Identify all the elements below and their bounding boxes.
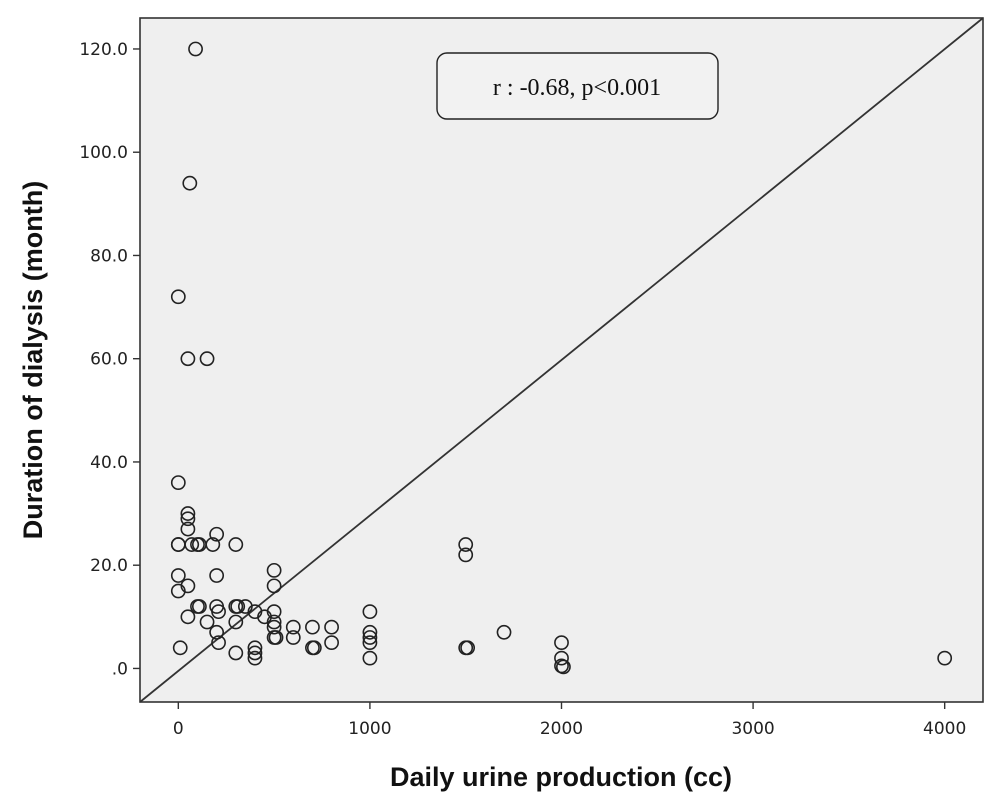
data-point bbox=[170, 583, 186, 599]
data-point bbox=[247, 650, 263, 666]
data-point bbox=[285, 630, 301, 645]
data-point bbox=[182, 175, 198, 191]
x-tick-label: 2000 bbox=[540, 719, 583, 739]
data-point bbox=[554, 650, 569, 666]
data-point bbox=[228, 645, 244, 661]
data-point bbox=[458, 537, 474, 552]
x-tick-label: 1000 bbox=[348, 719, 391, 739]
data-point bbox=[199, 614, 215, 630]
data-point bbox=[180, 521, 196, 537]
x-tick-label: 4000 bbox=[923, 719, 966, 739]
data-point bbox=[362, 624, 378, 640]
data-point bbox=[305, 619, 320, 635]
data-point bbox=[362, 650, 378, 666]
data-point bbox=[209, 568, 225, 583]
data-point bbox=[937, 650, 953, 666]
data-points bbox=[170, 41, 953, 675]
data-point bbox=[180, 506, 196, 521]
data-point bbox=[266, 604, 282, 620]
data-point bbox=[460, 640, 476, 656]
data-point bbox=[199, 351, 215, 367]
data-point bbox=[180, 511, 196, 527]
data-point bbox=[228, 614, 244, 630]
data-point bbox=[324, 635, 339, 651]
data-point bbox=[362, 635, 378, 651]
data-point bbox=[188, 41, 203, 57]
x-axis-title: Daily urine production (cc) bbox=[390, 762, 732, 792]
data-point bbox=[211, 604, 226, 620]
annotation-text: r : -0.68, p<0.001 bbox=[493, 75, 661, 101]
correlation-annotation: r : -0.68, p<0.001 bbox=[436, 52, 719, 120]
data-point bbox=[266, 619, 282, 635]
data-point bbox=[228, 537, 244, 552]
data-point bbox=[180, 609, 196, 625]
data-point bbox=[211, 635, 226, 651]
y-tick-label: 100.0 bbox=[79, 143, 128, 163]
y-tick-label: 40.0 bbox=[90, 453, 128, 473]
data-point bbox=[209, 624, 225, 640]
data-point bbox=[266, 578, 282, 594]
data-point bbox=[170, 475, 186, 491]
data-point bbox=[205, 537, 221, 552]
y-tick-label: 20.0 bbox=[90, 556, 128, 576]
x-tick-label: 0 bbox=[173, 719, 184, 739]
data-point bbox=[554, 635, 569, 651]
y-tick-label: 120.0 bbox=[79, 40, 128, 60]
y-axis: .0 20.0 40.0 60.0 80.0 100.0 120.0 bbox=[79, 40, 140, 679]
data-point bbox=[209, 526, 225, 542]
y-tick-label: 80.0 bbox=[90, 246, 128, 266]
data-point bbox=[496, 624, 512, 640]
data-point bbox=[556, 659, 571, 675]
data-point bbox=[170, 289, 186, 305]
data-point bbox=[306, 640, 322, 656]
data-point bbox=[184, 537, 200, 552]
data-point bbox=[247, 645, 263, 661]
x-tick-label: 3000 bbox=[731, 719, 774, 739]
y-tick-label: 60.0 bbox=[90, 350, 128, 370]
data-point bbox=[180, 351, 196, 367]
y-axis-title: Duration of dialysis (month) bbox=[18, 181, 48, 540]
data-point bbox=[266, 562, 282, 578]
data-point bbox=[191, 599, 207, 614]
y-tick-label: .0 bbox=[112, 659, 128, 679]
data-point bbox=[362, 604, 378, 620]
data-point bbox=[247, 640, 263, 656]
data-point bbox=[170, 568, 186, 583]
x-axis: 0 1000 2000 3000 4000 bbox=[173, 702, 966, 739]
data-point bbox=[324, 619, 339, 635]
data-point bbox=[230, 599, 246, 614]
data-point bbox=[362, 630, 378, 645]
data-point bbox=[268, 630, 284, 645]
data-point bbox=[172, 640, 188, 656]
data-point bbox=[266, 614, 282, 630]
data-point bbox=[458, 547, 474, 563]
annotation-box bbox=[436, 52, 719, 120]
data-point bbox=[285, 619, 301, 635]
